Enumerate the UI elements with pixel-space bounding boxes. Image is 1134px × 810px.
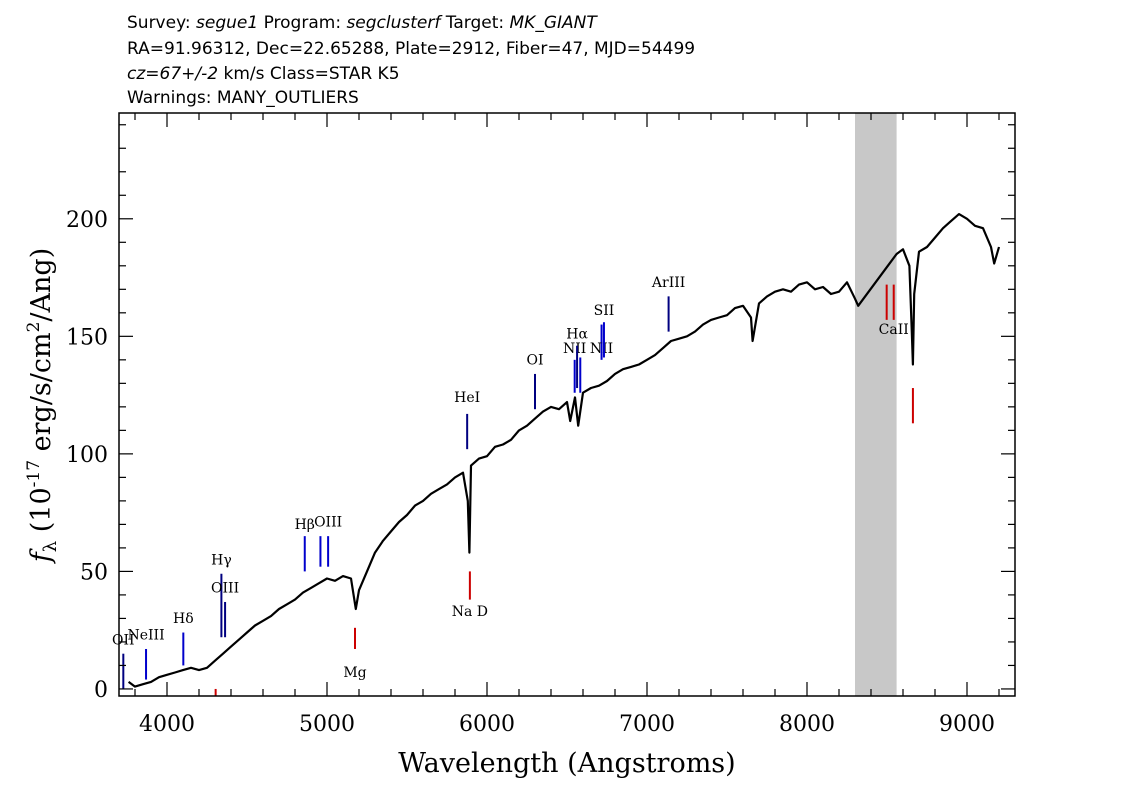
header-line-3-part-0: cz=67+/-2 bbox=[127, 64, 218, 84]
spectral-line-label: OIII bbox=[314, 515, 342, 531]
header-line-3: cz=67+/-2 km/s Class=STAR K5 bbox=[127, 64, 400, 84]
header-line-1-part-1: segue1 bbox=[196, 13, 258, 33]
y-axis-title-mid: erg/s/cm bbox=[26, 332, 57, 460]
header-line-1-part-5: MK_GIANT bbox=[510, 13, 599, 33]
header-line-1-part-0: Survey: bbox=[127, 13, 196, 33]
header-line-1-part-2: Program: bbox=[258, 13, 346, 33]
spectral-line-label: NII bbox=[590, 341, 613, 357]
spectral-line-label: OI bbox=[526, 353, 543, 369]
header-line-3-part-1: km/s Class=STAR K5 bbox=[218, 64, 399, 84]
y-tick-label: 100 bbox=[66, 443, 108, 468]
header-line-1: Survey: segue1 Program: segclusterf Targ… bbox=[127, 13, 598, 33]
spectral-line-label: ArIII bbox=[651, 275, 685, 291]
y-axis-title-prefix: (10 bbox=[26, 487, 57, 540]
spectral-line-label: Mg bbox=[343, 665, 366, 681]
masked-region bbox=[855, 113, 897, 696]
y-axis-title-suffix: /Ang) bbox=[26, 248, 57, 322]
x-tick-label: 8000 bbox=[779, 712, 835, 737]
y-axis-title-exp1: -17 bbox=[24, 460, 44, 487]
header-line-1-part-4: Target: bbox=[440, 13, 509, 33]
spectral-line-label: Hδ bbox=[173, 611, 194, 627]
spectral-line-label: Hα bbox=[566, 327, 588, 343]
spectral-line-label: SII bbox=[594, 303, 615, 319]
y-axis-title-exp2: 2 bbox=[24, 322, 44, 333]
spectral-line-label: Na D bbox=[452, 604, 488, 620]
x-tick-label: 7000 bbox=[619, 712, 675, 737]
plot-frame bbox=[118, 112, 1016, 697]
x-tick-label: 9000 bbox=[939, 712, 995, 737]
spectral-line-label: Hγ bbox=[211, 552, 232, 568]
spectral-line-label: OIII bbox=[211, 581, 239, 597]
spectral-line-label: NII bbox=[563, 341, 586, 357]
y-axis-title: fλ (10-17 erg/s/cm2/Ang) bbox=[24, 248, 61, 564]
spectral-line-label: Hβ bbox=[295, 517, 315, 533]
y-tick-label: 200 bbox=[66, 208, 108, 233]
y-tick-label: 0 bbox=[94, 678, 108, 703]
header-line-2: RA=91.96312, Dec=22.65288, Plate=2912, F… bbox=[127, 39, 695, 59]
spectral-line-label: HeI bbox=[454, 390, 480, 406]
header-line-1-part-3: segclusterf bbox=[346, 13, 443, 33]
spectral-line-label: OII bbox=[112, 632, 135, 648]
spectral-line-label: CaII bbox=[879, 322, 909, 338]
x-axis-title: Wavelength (Angstroms) bbox=[398, 748, 735, 779]
y-axis-title-lambda: λ bbox=[40, 541, 61, 552]
x-tick-label: 5000 bbox=[299, 712, 355, 737]
header-line-4: Warnings: MANY_OUTLIERS bbox=[127, 88, 359, 108]
y-tick-label: 50 bbox=[80, 560, 108, 585]
spectrum-line bbox=[127, 213, 1001, 688]
y-tick-label: 150 bbox=[66, 325, 108, 350]
spectral-line-label: NeIII bbox=[127, 628, 164, 644]
x-tick-label: 6000 bbox=[459, 712, 515, 737]
x-tick-label: 4000 bbox=[139, 712, 195, 737]
